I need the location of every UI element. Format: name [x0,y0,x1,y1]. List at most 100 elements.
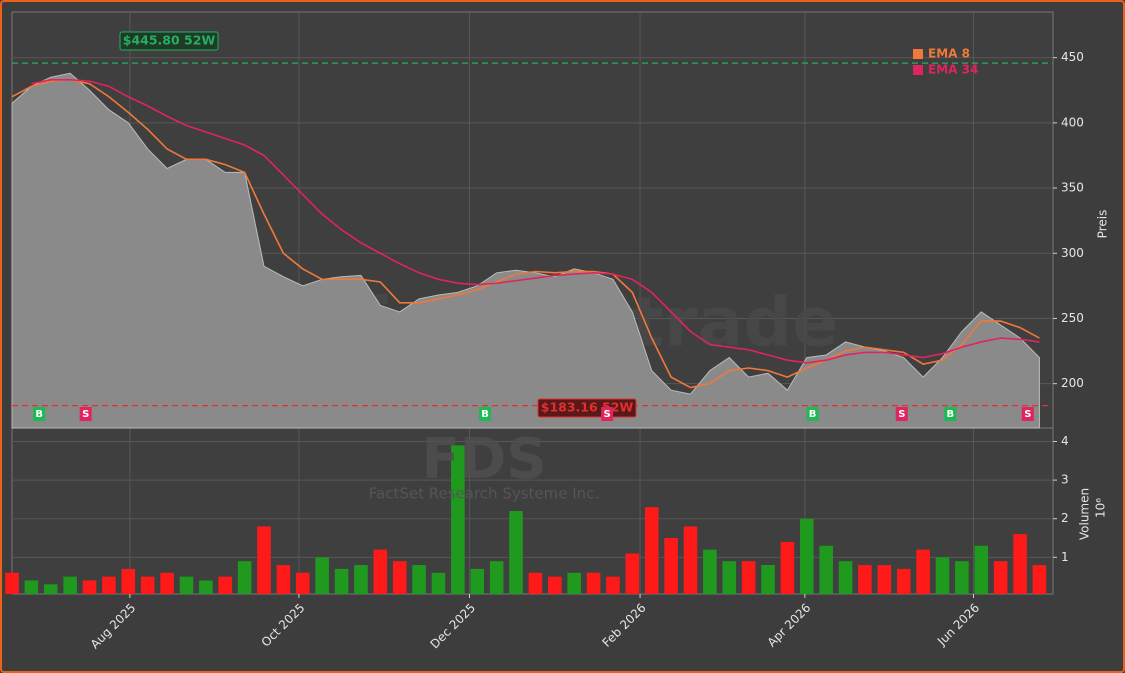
volume-bar [683,526,698,594]
y-tick-label: 4 [1061,434,1069,448]
volume-bar [334,568,349,594]
legend-label: EMA 34 [928,63,978,77]
volume-bar [741,561,756,594]
volume-bar [489,561,504,594]
y-tick-label: 3 [1061,473,1069,487]
y-tick-label: 2 [1061,511,1069,525]
volume-bar [819,545,833,594]
volume-bar [548,576,562,594]
volume-bar [412,565,426,594]
signal-label: B [809,409,817,420]
volume-bar [82,580,97,594]
signal-label: B [35,409,43,420]
volume-bar [800,518,814,594]
volume-bar [373,549,388,594]
x-tick-label: Apr 2026 [765,601,814,650]
signal-label: S [604,409,611,420]
signal-marker [601,407,614,421]
volume-bar [916,549,930,594]
ema-line [11,79,1040,389]
volume-bar [606,576,620,594]
volume-bar [24,580,39,594]
volume-bar [586,572,601,594]
volume-bar [858,565,872,594]
volume-bar [664,538,678,594]
volume-bar [218,576,233,594]
volume-bar [955,561,969,594]
y-tick-label: 250 [1061,311,1084,325]
legend-swatch [913,49,923,59]
volume-bar [1032,565,1047,594]
volume-bar [121,568,136,594]
y-tick-label: 400 [1061,115,1084,129]
volume-bar [838,561,853,594]
watermark-subtitle: FactSet Research Systeme Inc. [369,485,599,503]
watermark: FDS [421,427,546,492]
signal-label: B [481,409,489,420]
volume-bar [276,565,291,594]
volume-bar [470,568,485,594]
volume-bar [993,561,1008,594]
volume-bar [392,561,407,594]
volume-bar [160,572,174,594]
x-tick-label: Jun 2026 [934,601,982,649]
volume-bar [644,507,659,594]
signal-marker [33,407,46,421]
volume-bar [315,557,329,594]
y-tick-label: 450 [1061,50,1084,64]
volume-bar [703,549,717,594]
volume-bar [257,526,271,594]
volume-bar [625,553,640,594]
volume-bar [1013,534,1027,594]
volume-bar [974,545,989,594]
signal-label: S [1024,409,1031,420]
volume-bar [199,580,213,594]
volume-bar [935,557,950,594]
volume-bar [43,584,58,594]
volume-bar [295,572,310,594]
volume-bar [431,572,446,594]
y-tick-label: 1 [1061,550,1069,564]
volume-bar [722,561,737,594]
y-tick-label: 350 [1061,181,1084,195]
signal-label: S [898,409,905,420]
x-tick-label: Feb 2026 [599,601,648,650]
legend-swatch [913,65,923,75]
annotation-label: $183.16 52W [541,400,634,415]
volume-bar [567,572,581,594]
volume-bar [102,576,116,594]
volume-bar [896,568,911,594]
signal-label: S [82,409,89,420]
volume-bar [528,572,543,594]
signal-marker [479,407,492,421]
volume-bar [140,576,155,594]
y-tick-label: 300 [1061,246,1084,260]
annotation-box [119,31,219,51]
x-tick-label: Dec 2025 [427,601,478,652]
ema-line [31,79,1040,364]
volume-bar [509,511,523,594]
y-axis-unit: 10⁶ [1094,498,1108,518]
volume-bar [780,541,795,594]
volume-bar [354,565,368,594]
signal-marker [895,407,908,421]
y-axis-label: Volumen [1078,488,1092,540]
y-tick-label: 200 [1061,376,1084,390]
signal-marker [79,407,92,421]
volume-bar [237,561,252,594]
volume-bar [179,576,194,594]
annotation-label: $445.80 52W [123,33,216,48]
signal-marker [1021,407,1034,421]
volume-bar [63,576,77,594]
volume-bar [761,565,775,594]
x-tick-label: Aug 2025 [88,601,139,652]
volume-bar [451,445,465,594]
signal-marker [806,407,819,421]
volume-bar [5,572,19,594]
signal-label: B [946,409,954,420]
x-tick-label: Oct 2025 [259,601,308,650]
signal-marker [944,407,957,421]
volume-bar [877,565,892,594]
